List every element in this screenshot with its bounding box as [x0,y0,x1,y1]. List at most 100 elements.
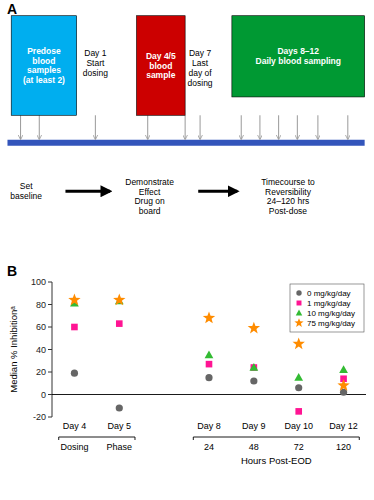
stage-label: Setbaseline [10,181,42,201]
legend-label: 75 mg/kg/day [307,319,355,328]
box-label: Predosebloodsamples(at least 2) [23,46,65,85]
text-line: Days 8–12 [277,46,319,56]
box-label: Days 8–12Daily blood sampling [256,46,341,66]
phase-box [11,16,76,116]
sample-arrow [317,115,318,139]
sample-arrow [200,115,201,139]
legend-marker [296,310,303,316]
y-tick-label: 80 [36,300,46,310]
legend-symbol [297,301,302,306]
y-tick [48,372,52,373]
point [203,312,215,324]
y-tick-label: 0 [41,390,46,400]
panel-a: APredosebloodsamples(at least 2)Day 4/5b… [7,1,365,216]
y-axis-label: Median % Inhibitionᵃ [8,306,19,393]
phase-box [137,16,186,116]
point [206,361,213,368]
flow-arrow [198,190,237,193]
y-tick [48,327,52,328]
timeline-label: Day 7Lastday ofdosing [188,48,213,87]
legend-symbol [294,318,303,327]
text-line: Set [20,181,33,191]
legend-label: 10 mg/kg/day [307,309,355,318]
point [295,384,302,391]
legend: 0 mg/kg/day1 mg/kg/day10 mg/kg/day75 mg/… [290,284,364,332]
text-line: Drug on [134,196,165,206]
x-tick-label: Day 5 [108,421,132,431]
panel-label: B [7,263,17,279]
y-tick-label: 60 [36,322,46,332]
legend-marker [297,301,302,306]
group-label: Phase [107,442,133,452]
panel-b: B-20020406080100Median % InhibitionᵃDay … [7,263,366,466]
box-label: Day 4/5bloodsample [146,51,176,81]
point [249,363,258,371]
group-label: Dosing [60,442,88,452]
group-label: 48 [249,442,259,452]
legend-marker [294,318,303,327]
stage-label: DemonstrateEffectDrug onboard [125,177,174,216]
point [71,324,78,331]
sample-arrow [95,115,96,139]
legend-label: 0 mg/kg/day [307,289,351,298]
text-line: baseline [10,191,42,201]
y-tick-label: 40 [36,345,46,355]
group-label: 24 [204,442,214,452]
zero-line [52,394,366,395]
point [71,370,78,377]
text-line: Post-dose [269,206,308,216]
y-tick [48,282,52,283]
text-line: Reversibility [265,187,312,197]
y-tick [48,394,52,395]
text-line: dosing [188,78,213,88]
bracket [193,437,359,440]
legend-symbol [296,310,303,316]
figure: APredosebloodsamples(at least 2)Day 4/5b… [0,0,374,500]
text-line: samples [27,65,61,75]
sample-arrow [259,115,260,139]
text-line: Daily blood sampling [256,56,341,66]
text-line: day of [189,68,213,78]
point [205,374,212,381]
sample-arrow [39,115,40,139]
text-line: board [139,206,161,216]
point [337,379,349,391]
legend-label: 1 mg/kg/day [307,299,351,308]
text-line: dosing [83,68,108,78]
timeline-label: Day 1Startdosing [83,48,108,78]
text-line: Day 4/5 [146,51,176,61]
text-line: Day 1 [84,48,106,58]
point [248,322,260,334]
text-line: blood [32,56,55,66]
x-tick-label: Day 8 [197,421,221,431]
timeline [7,140,364,146]
x-tick-label: Day 4 [63,421,87,431]
point [295,408,302,415]
sample-arrow [347,115,348,139]
point [250,377,257,384]
sample-arrow [20,115,21,139]
x-tick-label: Day 10 [284,421,313,431]
sample-arrow [147,115,148,139]
point [116,404,123,411]
phase-box [232,16,365,97]
point [68,294,80,306]
text-line: 24–120 hrs [267,196,310,206]
x-axis-label: Hours Post-EOD [241,455,312,466]
sample-arrow [297,115,298,139]
point [113,294,125,306]
group-label: 120 [336,442,351,452]
sample-arrow [241,115,242,139]
y-tick [48,417,52,418]
stage-label: Timecourse toReversibility24–120 hrsPost… [261,177,315,216]
text-line: blood [149,61,172,71]
point [294,373,303,381]
x-tick-label: Day 9 [242,421,266,431]
point [116,320,123,327]
text-line: sample [146,70,176,80]
point [205,351,214,359]
text-line: Last [192,58,209,68]
y-tick-label: 100 [31,277,46,287]
flow-arrow [65,190,110,193]
panel-label: A [7,1,17,17]
